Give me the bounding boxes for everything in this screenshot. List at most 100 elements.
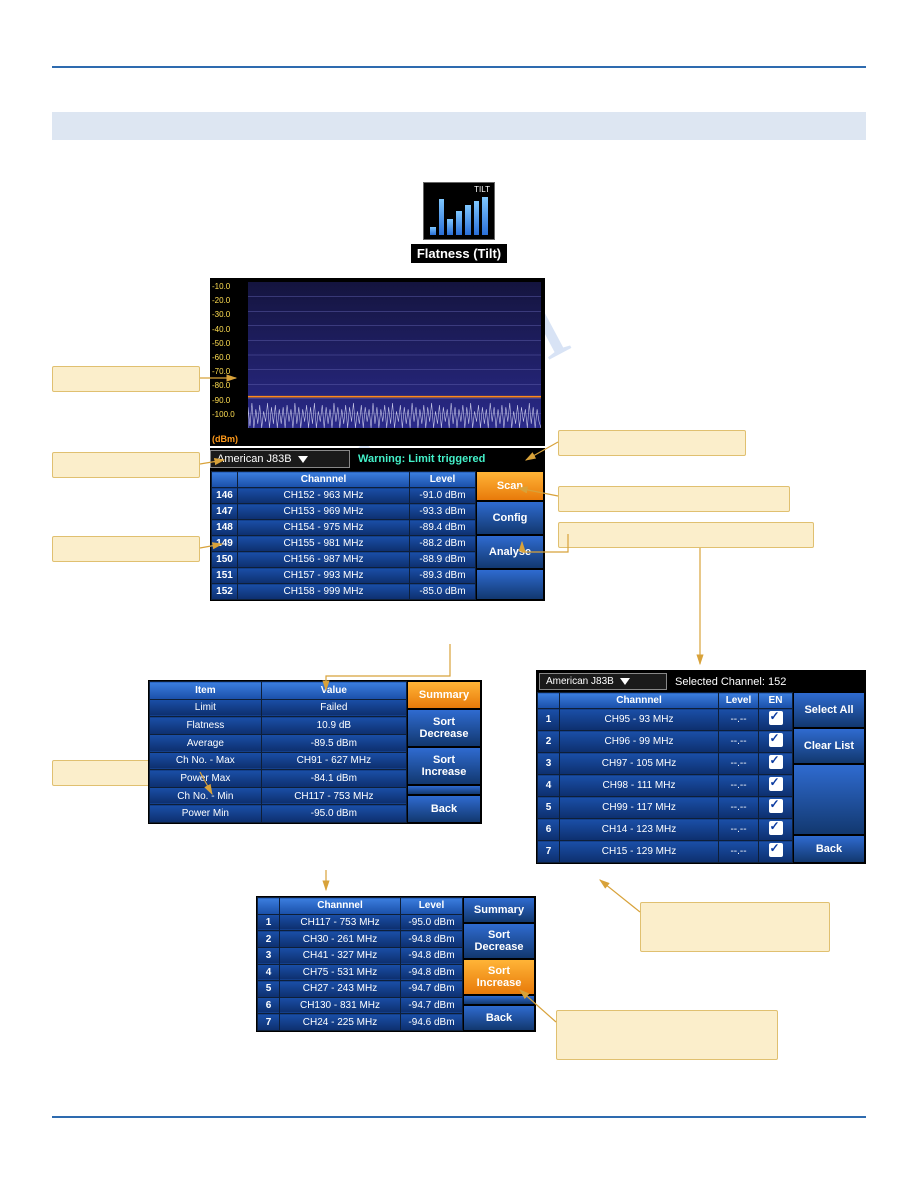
table-row[interactable]: 4CH98 - 111 MHz--.-- <box>538 775 793 797</box>
col-channel: Channnel <box>238 472 410 488</box>
tilt-caption: Flatness (Tilt) <box>411 244 507 263</box>
sort-decrease-button[interactable]: Sort Decrease <box>407 709 481 747</box>
summary-button[interactable]: Summary <box>463 897 535 923</box>
sorted-table: ChannnelLevel 1CH117 - 753 MHz-95.0 dBm2… <box>257 897 463 1031</box>
table-row[interactable]: 6CH14 - 123 MHz--.-- <box>538 819 793 841</box>
back-button[interactable]: Back <box>463 1005 535 1031</box>
table-row[interactable]: 151CH157 - 993 MHz-89.3 dBm <box>212 568 476 584</box>
enable-checkbox[interactable] <box>759 841 793 863</box>
footer-divider <box>52 1116 866 1118</box>
dropdown-triangle-icon <box>620 678 630 685</box>
table-row[interactable]: 7CH24 - 225 MHz-94.6 dBm <box>258 1014 463 1031</box>
channel-plan-label: American J83B <box>217 453 292 465</box>
enable-checkbox[interactable] <box>759 709 793 731</box>
select-all-button[interactable]: Select All <box>793 692 865 728</box>
config-button[interactable]: Config <box>476 501 544 535</box>
callout-config <box>640 902 830 952</box>
table-row: Average-89.5 dBm <box>150 734 407 752</box>
sort-increase-button[interactable]: Sort Increase <box>463 959 535 995</box>
back-button[interactable]: Back <box>793 835 865 863</box>
table-row[interactable]: 6CH130 - 831 MHz-94.7 dBm <box>258 997 463 1014</box>
main-status-row: American J83B Warning: Limit triggered <box>210 448 545 470</box>
table-header-row: Channnel Level <box>212 472 476 488</box>
summary-table: ItemValue LimitFailedFlatness10.9 dBAver… <box>149 681 407 823</box>
table-row[interactable]: 4CH75 - 531 MHz-94.8 dBm <box>258 964 463 981</box>
col-enable: EN <box>759 693 793 709</box>
table-row[interactable]: 1CH95 - 93 MHz--.-- <box>538 709 793 731</box>
callout-right-1 <box>558 430 746 456</box>
table-row: Power Max-84.1 dBm <box>150 770 407 788</box>
tilt-icon: TILT <box>423 182 495 240</box>
table-row[interactable]: 152CH158 - 999 MHz-85.0 dBm <box>212 584 476 600</box>
callout-right-2 <box>558 486 790 512</box>
table-row: Flatness10.9 dB <box>150 717 407 735</box>
back-button[interactable]: Back <box>407 795 481 823</box>
selected-channel-label: Selected Channel: 152 <box>675 676 786 688</box>
main-panel: Channnel Level 146CH152 - 963 MHz-91.0 d… <box>210 470 545 601</box>
table-row[interactable]: 5CH27 - 243 MHz-94.7 dBm <box>258 981 463 998</box>
summary-panel: ItemValue LimitFailedFlatness10.9 dBAver… <box>148 680 482 824</box>
table-row: Ch No. - MinCH117 - 753 MHz <box>150 787 407 805</box>
enable-checkbox[interactable] <box>759 819 793 841</box>
sort-decrease-button[interactable]: Sort Decrease <box>463 923 535 959</box>
spectrum-plot <box>248 282 541 428</box>
table-row[interactable]: 150CH156 - 987 MHz-88.9 dBm <box>212 552 476 568</box>
table-row[interactable]: 2CH96 - 99 MHz--.-- <box>538 731 793 753</box>
table-row[interactable]: 5CH99 - 117 MHz--.-- <box>538 797 793 819</box>
table-row: LimitFailed <box>150 699 407 717</box>
channel-plan-dropdown[interactable]: American J83B <box>210 450 350 468</box>
spectrum-unit: (dBm) <box>212 434 238 444</box>
col-level: Level <box>410 472 476 488</box>
col-item: Item <box>150 682 262 700</box>
flatness-tilt-icon-block: TILT Flatness (Tilt) <box>405 182 513 263</box>
table-row: Ch No. - MaxCH91 - 627 MHz <box>150 752 407 770</box>
callout-left-1 <box>52 366 200 392</box>
header-divider <box>52 66 866 68</box>
callout-sort <box>556 1010 778 1060</box>
button-spacer <box>463 995 535 1005</box>
tilt-bars-icon <box>430 195 488 235</box>
callout-right-3 <box>558 522 814 548</box>
sorted-panel: ChannnelLevel 1CH117 - 753 MHz-95.0 dBm2… <box>256 896 536 1032</box>
table-row[interactable]: 3CH41 - 327 MHz-94.8 dBm <box>258 947 463 964</box>
table-row[interactable]: 3CH97 - 105 MHz--.-- <box>538 753 793 775</box>
table-row[interactable]: 147CH153 - 969 MHz-93.3 dBm <box>212 504 476 520</box>
scan-button[interactable]: Scan <box>476 471 544 501</box>
sort-increase-button[interactable]: Sort Increase <box>407 747 481 785</box>
enable-checkbox[interactable] <box>759 753 793 775</box>
dropdown-triangle-icon <box>298 456 308 463</box>
table-row[interactable]: 1CH117 - 753 MHz-95.0 dBm <box>258 914 463 931</box>
callout-left-3 <box>52 536 200 562</box>
main-buttons: Scan Config Analyse <box>476 471 544 600</box>
summary-button[interactable]: Summary <box>407 681 481 709</box>
clear-list-button[interactable]: Clear List <box>793 728 865 764</box>
col-level: Level <box>719 693 759 709</box>
table-row[interactable]: 148CH154 - 975 MHz-89.4 dBm <box>212 520 476 536</box>
config-buttons: Select All Clear List Back <box>793 692 865 863</box>
config-table: ChannnelLevelEN 1CH95 - 93 MHz--.--2CH96… <box>537 692 793 863</box>
button-spacer <box>476 569 544 600</box>
button-spacer <box>793 764 865 835</box>
table-row[interactable]: 7CH15 - 129 MHz--.-- <box>538 841 793 863</box>
table-row[interactable]: 149CH155 - 981 MHz-88.2 dBm <box>212 536 476 552</box>
tilt-icon-label: TILT <box>474 185 490 194</box>
section-title-bar <box>52 112 866 140</box>
config-panel: American J83B Selected Channel: 152 Chan… <box>536 670 866 864</box>
col-value: Value <box>261 682 406 700</box>
col-channel: Channnel <box>280 898 401 915</box>
spectrum-yticks: -10.0-20.0 -30.0-40.0 -50.0-60.0 -70.0-8… <box>212 280 235 422</box>
enable-checkbox[interactable] <box>759 775 793 797</box>
table-row[interactable]: 2CH30 - 261 MHz-94.8 dBm <box>258 931 463 948</box>
table-row[interactable]: 146CH152 - 963 MHz-91.0 dBm <box>212 488 476 504</box>
enable-checkbox[interactable] <box>759 797 793 819</box>
analyse-button[interactable]: Analyse <box>476 535 544 569</box>
channel-plan-label: American J83B <box>546 676 614 687</box>
table-row: Power Min-95.0 dBm <box>150 805 407 823</box>
callout-left-2 <box>52 452 200 478</box>
spectrum-chart: -10.0-20.0 -30.0-40.0 -50.0-60.0 -70.0-8… <box>210 278 545 446</box>
enable-checkbox[interactable] <box>759 731 793 753</box>
warning-text: Warning: Limit triggered <box>350 453 485 465</box>
channel-plan-dropdown[interactable]: American J83B <box>539 673 667 690</box>
col-level: Level <box>401 898 463 915</box>
summary-buttons: Summary Sort Decrease Sort Increase Back <box>407 681 481 823</box>
